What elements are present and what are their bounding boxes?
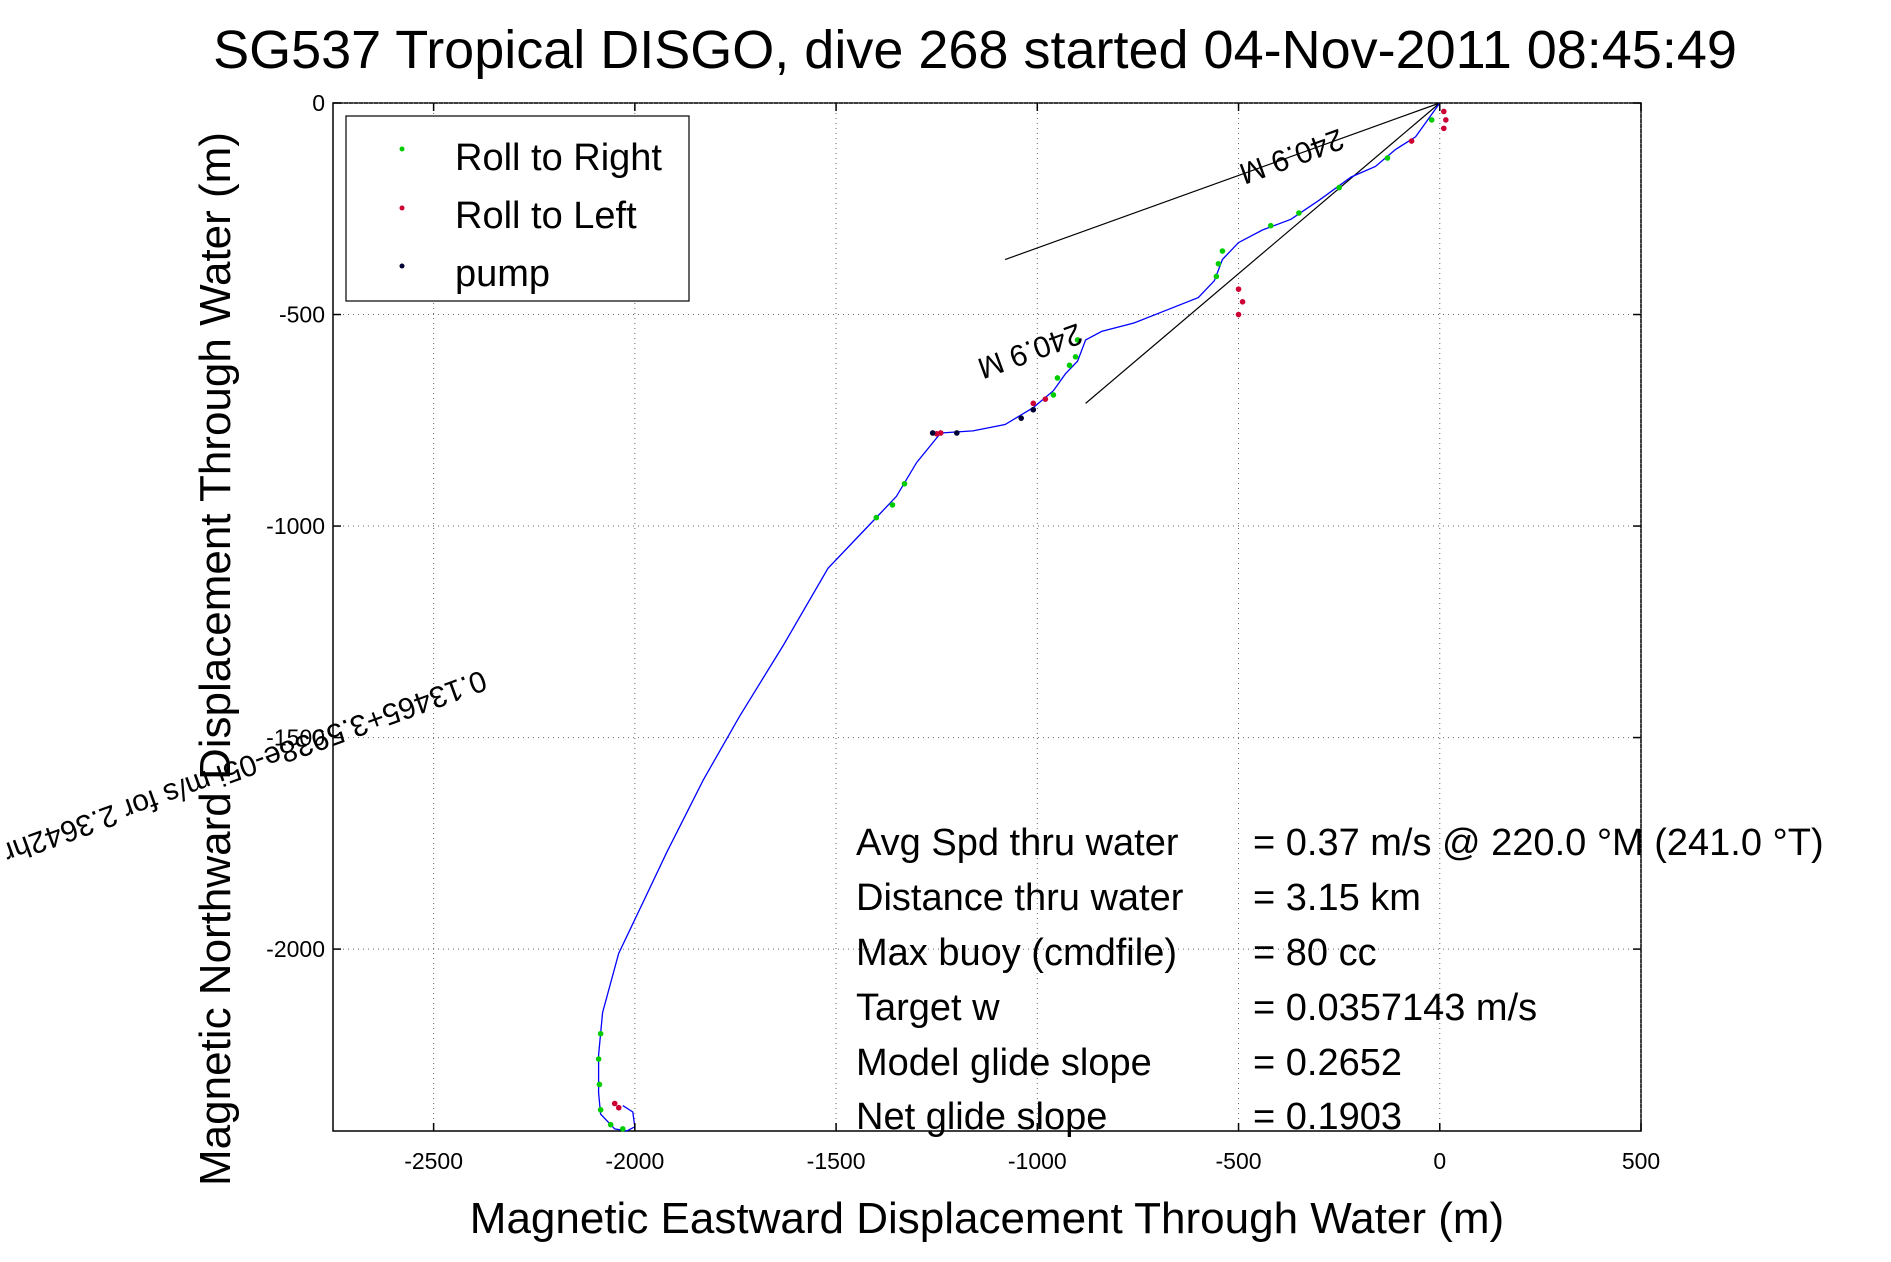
- x-tick-label: 0: [1433, 1148, 1446, 1174]
- marker-pump: [929, 430, 936, 436]
- marker-roll-right: [1336, 184, 1342, 191]
- marker-roll-right: [1384, 155, 1391, 161]
- marker-roll-left: [1440, 125, 1447, 132]
- stat-label-avg-speed: Avg Spd thru water: [856, 822, 1179, 864]
- marker-roll-right: [873, 514, 880, 521]
- legend-label-roll-right: Roll to Right: [455, 137, 662, 179]
- marker-roll-right: [901, 480, 908, 487]
- marker-roll-right: [1267, 222, 1274, 229]
- marker-roll-right: [1054, 375, 1061, 381]
- stat-value-target-w: = 0.0357143 m/s: [1253, 987, 1537, 1029]
- grid-lines: [333, 102, 1642, 1131]
- marker-pump: [1018, 415, 1025, 421]
- marker-roll-right: [619, 1126, 626, 1132]
- marker-roll-left: [1042, 396, 1049, 402]
- marker-roll-left: [1239, 299, 1246, 305]
- heading-line: [1085, 102, 1441, 404]
- marker-roll-left: [1443, 117, 1449, 123]
- y-tick-label: -1000: [266, 513, 325, 539]
- legend: Roll to Right Roll to Left pump: [345, 115, 690, 302]
- heading-line: [1004, 102, 1440, 261]
- marker-pump: [954, 430, 960, 436]
- y-tick-label: -500: [279, 302, 325, 328]
- marker-roll-right: [889, 502, 896, 508]
- marker-roll-right: [596, 1081, 603, 1088]
- marker-roll-left: [615, 1104, 622, 1111]
- stats-block: Avg Spd thru water = 0.37 m/s @ 220.0 °M…: [856, 822, 1824, 1138]
- marker-roll-right: [1213, 273, 1220, 280]
- marker-roll-right: [597, 1030, 604, 1037]
- marker-roll-right: [1215, 260, 1222, 267]
- stat-label-distance: Distance thru water: [856, 877, 1184, 919]
- x-tick-label: -2500: [404, 1148, 463, 1174]
- x-axis-label: Magnetic Eastward Displacement Through W…: [470, 1194, 1504, 1243]
- stat-value-model-glide: = 0.2652: [1253, 1042, 1402, 1084]
- stat-value-net-glide: = 0.1903: [1253, 1096, 1402, 1138]
- stat-value-avg-speed: = 0.37 m/s @ 220.0 °M (241.0 °T): [1253, 822, 1824, 864]
- marker-roll-left: [1440, 108, 1447, 115]
- marker-roll-right: [1219, 248, 1226, 254]
- stat-label-model-glide: Model glide slope: [856, 1042, 1152, 1084]
- marker-roll-right: [607, 1121, 614, 1128]
- x-tick-label: -500: [1216, 1148, 1262, 1174]
- marker-roll-right: [1050, 392, 1057, 398]
- stat-label-target-w: Target w: [856, 987, 1000, 1029]
- legend-label-roll-left: Roll to Left: [455, 195, 637, 237]
- x-tick-label: -1000: [1008, 1148, 1067, 1174]
- heading-lines: [1004, 102, 1441, 404]
- marker-roll-left: [1235, 286, 1242, 292]
- marker-roll-right: [1074, 337, 1081, 343]
- legend-marker-roll-left: [399, 205, 405, 211]
- plot-frame: [332, 102, 1642, 1132]
- stat-value-max-buoy: = 80 cc: [1253, 932, 1377, 974]
- y-axis-label: Magnetic Northward Displacement Through …: [191, 132, 240, 1186]
- y-tick-label: -1500: [266, 725, 325, 751]
- chart-title: SG537 Tropical DISGO, dive 268 started 0…: [213, 20, 1737, 80]
- legend-label-pump: pump: [455, 253, 550, 295]
- marker-roll-right: [1072, 354, 1079, 360]
- stat-label-net-glide: Net glide slope: [856, 1096, 1107, 1138]
- marker-roll-left: [1030, 400, 1037, 407]
- marker-roll-right: [1428, 117, 1435, 123]
- marker-pump: [1030, 406, 1037, 413]
- legend-marker-pump: [399, 263, 405, 269]
- marker-roll-left: [611, 1100, 618, 1107]
- tick-labels: -2500 -2000 -1500 -1000 -500 0 500 0 -500 -1000 -1…: [266, 90, 1660, 1174]
- y-tick-label: 0: [312, 90, 325, 116]
- marker-roll-right: [597, 1107, 604, 1113]
- markers: [595, 108, 1449, 1132]
- x-tick-label: -1500: [807, 1148, 866, 1174]
- marker-roll-right: [1066, 362, 1073, 369]
- y-tick-label: -2000: [266, 936, 325, 962]
- marker-roll-right: [1296, 210, 1302, 216]
- stat-value-distance: = 3.15 km: [1253, 877, 1421, 919]
- marker-roll-left: [1235, 311, 1242, 318]
- marker-roll-left: [1408, 138, 1415, 144]
- x-tick-label: -2000: [605, 1148, 664, 1174]
- marker-roll-right: [595, 1056, 602, 1062]
- x-tick-label: 500: [1622, 1148, 1660, 1174]
- legend-marker-roll-right: [399, 146, 405, 152]
- stat-label-max-buoy: Max buoy (cmdfile): [856, 932, 1177, 974]
